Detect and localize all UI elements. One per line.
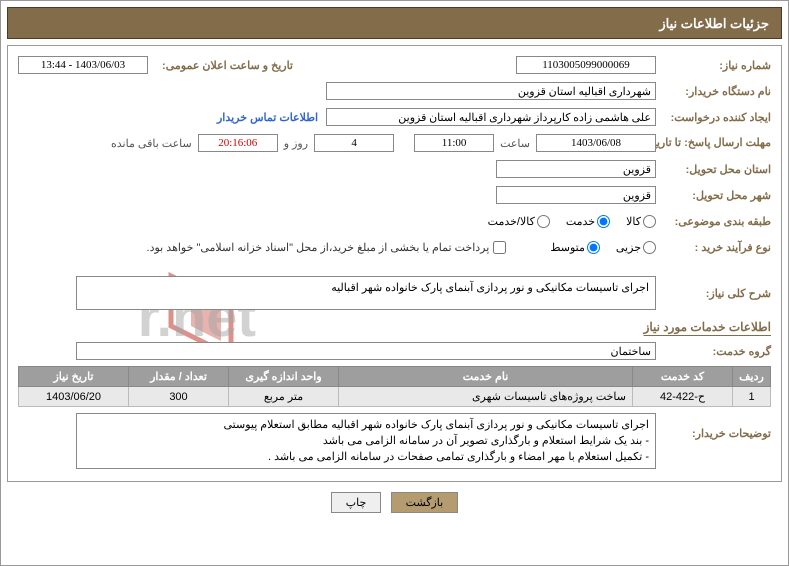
buyer-org-input[interactable] [326,82,656,100]
buyer-notes-line1: اجرای تاسیسات مکانیکی و نور پردازی آبنما… [83,417,649,433]
province-input[interactable] [496,160,656,178]
deadline-date-input[interactable] [536,134,656,152]
row-service-group: گروه خدمت: [18,340,771,362]
print-button[interactable]: چاپ [331,492,382,513]
city-label: شهر محل تحویل: [656,189,771,202]
th-row: ردیف [733,367,771,387]
buyer-org-label: نام دستگاه خریدار: [656,85,771,98]
row-province: استان محل تحویل: [18,158,771,180]
th-date: تاریخ نیاز [19,367,129,387]
buyer-notes-line3: - تکمیل استعلام با مهر امضاء و بارگذاری … [83,449,649,465]
row-deadline: مهلت ارسال پاسخ: تا تاریخ: ساعت روز و سا… [18,132,771,154]
row-buyer-notes: توضیحات خریدار: اجرای تاسیسات مکانیکی و … [18,413,771,469]
service-group-input[interactable] [76,342,656,360]
panel-title: جزئیات اطلاعات نیاز [659,16,769,31]
cell-date: 1403/06/20 [19,387,129,407]
cat-kalakhadamat-label: کالا/خدمت [488,215,535,228]
proc-medium-label: متوسط [550,241,585,254]
row-process: نوع فرآیند خرید : جزیی متوسط پرداخت تمام… [18,236,771,258]
need-number-label: شماره نیاز: [656,59,771,72]
cell-name: ساخت پروژه‌های تاسیسات شهری [339,387,633,407]
cell-qty: 300 [129,387,229,407]
cell-row: 1 [733,387,771,407]
cat-kala-radio[interactable] [643,215,656,228]
row-requester: ایجاد کننده درخواست: اطلاعات تماس خریدار [18,106,771,128]
row-need-number: شماره نیاز: تاریخ و ساعت اعلان عمومی: [18,54,771,76]
announce-input[interactable] [18,56,148,74]
service-table: ردیف کد خدمت نام خدمت واحد اندازه گیری ت… [18,366,771,407]
cell-unit: متر مربع [229,387,339,407]
requester-label: ایجاد کننده درخواست: [656,111,771,124]
buyer-notes-box: اجرای تاسیسات مکانیکی و نور پردازی آبنما… [76,413,656,469]
service-info-title: اطلاعات خدمات مورد نیاز [18,320,771,334]
row-category: طبقه بندی موضوعی: کالا خدمت کالا/خدمت [18,210,771,232]
proc-partial-label: جزیی [616,241,641,254]
time-remain-label: ساعت باقی مانده [105,137,198,150]
buyer-notes-line2: - بند یک شرایط استعلام و بارگذاری تصویر … [83,433,649,449]
th-unit: واحد اندازه گیری [229,367,339,387]
th-qty: تعداد / مقدار [129,367,229,387]
row-summary: شرح کلی نیاز: اجرای تاسیسات مکانیکی و نو… [18,276,771,310]
table-row: 1 ح-422-42 ساخت پروژه‌های تاسیسات شهری م… [19,387,771,407]
payment-checkbox[interactable] [493,241,506,254]
cat-kalakhadamat-radio[interactable] [537,215,550,228]
panel-header: جزئیات اطلاعات نیاز [7,7,782,39]
summary-box: اجرای تاسیسات مکانیکی و نور پردازی آبنما… [76,276,656,310]
city-input[interactable] [496,186,656,204]
requester-input[interactable] [326,108,656,126]
category-label: طبقه بندی موضوعی: [656,215,771,228]
summary-text: اجرای تاسیسات مکانیکی و نور پردازی آبنما… [331,282,649,294]
buttons-row: بازگشت چاپ [1,492,788,513]
back-button[interactable]: بازگشت [391,492,459,513]
time-remain-input[interactable] [198,134,278,152]
days-remain-label: روز و [278,137,314,150]
payment-note: پرداخت تمام یا بخشی از مبلغ خرید،از محل … [147,241,494,254]
days-remain-input[interactable] [314,134,394,152]
cat-khadamat-radio[interactable] [597,215,610,228]
th-code: کد خدمت [633,367,733,387]
cat-khadamat-label: خدمت [566,215,595,228]
service-group-label: گروه خدمت: [656,345,771,358]
hour-label: ساعت [494,137,536,150]
deadline-hour-input[interactable] [414,134,494,152]
deadline-label: مهلت ارسال پاسخ: تا تاریخ: [656,137,771,149]
row-city: شهر محل تحویل: [18,184,771,206]
buyer-contact-link[interactable]: اطلاعات تماس خریدار [217,111,326,124]
need-number-input[interactable] [516,56,656,74]
summary-label: شرح کلی نیاز: [656,287,771,300]
announce-label: تاریخ و ساعت اعلان عمومی: [148,59,293,72]
process-label: نوع فرآیند خرید : [656,241,771,254]
proc-partial-radio[interactable] [643,241,656,254]
cell-code: ح-422-42 [633,387,733,407]
row-buyer-org: نام دستگاه خریدار: [18,80,771,102]
cat-kala-label: کالا [626,215,641,228]
th-name: نام خدمت [339,367,633,387]
province-label: استان محل تحویل: [656,163,771,176]
proc-medium-radio[interactable] [587,241,600,254]
buyer-notes-label: توضیحات خریدار: [656,413,771,440]
